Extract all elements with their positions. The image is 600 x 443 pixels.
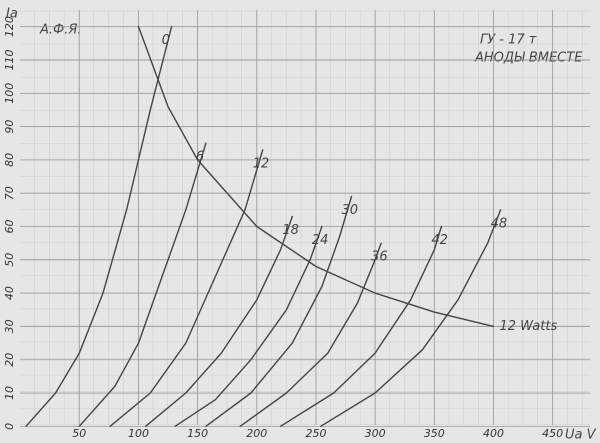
x-tick-label: 450: [542, 427, 563, 440]
y-tick-label: 50: [3, 253, 16, 267]
curve: [320, 209, 502, 427]
series-label: 42: [431, 233, 448, 248]
x-axis-label: Ua V: [565, 428, 597, 443]
x-tick-label: 150: [187, 427, 208, 440]
curve: [78, 142, 207, 427]
series-label: 0: [162, 33, 170, 48]
y-tick-label: 40: [3, 286, 16, 300]
curve: [25, 25, 173, 427]
y-axis-label: Iа: [6, 7, 18, 22]
series-label: 30: [341, 203, 358, 218]
series-label: 18: [282, 223, 299, 238]
x-tick-label: 100: [128, 427, 149, 440]
curve: [205, 195, 353, 427]
series-label: 12 Watts: [499, 319, 557, 334]
x-tick-label: 250: [305, 427, 326, 440]
curve: [239, 242, 382, 427]
y-tick-label: 80: [3, 153, 16, 167]
y-tick-label: 60: [3, 219, 16, 233]
x-tick-label: 200: [246, 427, 267, 440]
annotation: А.Ф.Я.: [39, 23, 82, 38]
curve: [109, 149, 264, 427]
curve: [137, 25, 495, 328]
y-tick-label: 70: [3, 186, 16, 200]
curve: [174, 225, 323, 427]
series-label: 12: [253, 156, 270, 171]
series-label: 36: [371, 250, 388, 265]
curve: [279, 225, 443, 427]
x-tick-label: 50: [72, 427, 86, 440]
y-tick-label: 110: [3, 49, 16, 70]
y-tick-label: 10: [3, 386, 16, 400]
y-tick-label: 90: [3, 120, 16, 134]
y-tick-label: 20: [3, 353, 16, 367]
series-label: 24: [312, 233, 329, 248]
x-tick-label: 350: [424, 427, 445, 440]
paper-grid: [20, 10, 590, 425]
y-tick-label: 0: [3, 423, 16, 430]
x-tick-label: 300: [365, 427, 386, 440]
annotation: ГУ - 17 т: [480, 33, 537, 48]
series-label: 6: [196, 150, 204, 165]
y-tick-label: 120: [3, 16, 16, 37]
x-tick-label: 400: [483, 427, 504, 440]
y-tick-label: 30: [3, 319, 16, 333]
series-label: 48: [491, 216, 508, 231]
y-tick-label: 100: [3, 83, 16, 104]
annotation: АНОДЫ ВМЕСТЕ: [474, 51, 583, 66]
